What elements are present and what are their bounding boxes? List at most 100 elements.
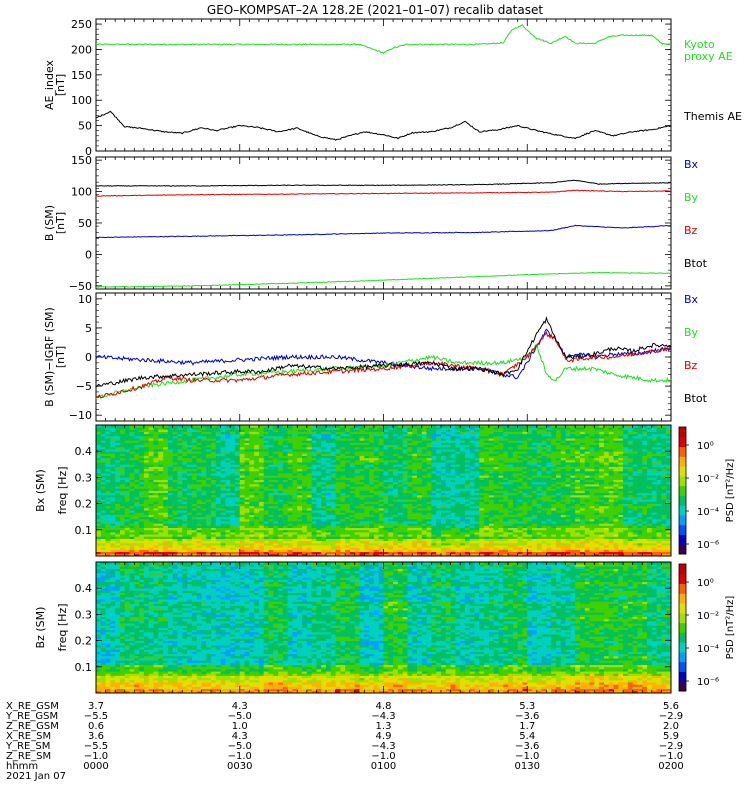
spectrogram-cell	[215, 551, 221, 555]
spectrogram-cell	[244, 523, 250, 526]
spectrogram-cell	[206, 531, 212, 535]
spectrogram-cell	[139, 446, 145, 450]
spectrogram-cell	[100, 507, 106, 511]
spectrogram-cell	[196, 453, 202, 456]
spectrogram-cell	[187, 490, 193, 494]
spectrogram-cell	[234, 427, 241, 430]
spectrogram-cell	[119, 483, 126, 487]
spectrogram-cell	[234, 481, 241, 485]
spectrogram-cell	[187, 442, 193, 446]
spectrogram-cell	[124, 540, 130, 544]
spectrogram-cell	[167, 514, 174, 518]
spectrogram-cell	[119, 466, 126, 470]
spectrogram-cell	[244, 531, 250, 535]
spectrogram-cell	[139, 497, 145, 500]
spectrogram-cell	[201, 453, 207, 456]
spectrogram-cell	[119, 449, 126, 452]
y-tick-label: 5	[85, 322, 92, 335]
spectrogram-cell	[191, 468, 198, 472]
spectrogram-cell	[191, 492, 198, 496]
spectrogram-cell	[129, 525, 135, 529]
spectrogram-cell	[187, 542, 193, 546]
spectrogram-cell	[100, 549, 106, 553]
spectrogram-cell	[225, 547, 231, 550]
legend-label: Btot	[684, 257, 708, 270]
spectrogram-cell	[234, 455, 241, 459]
spectrogram-cell	[239, 490, 245, 494]
spectrogram-cell	[182, 553, 188, 557]
spectrogram-cell	[119, 451, 126, 454]
spectrogram-cell	[139, 490, 145, 494]
spectrogram-cell	[211, 468, 217, 472]
spectrogram-cell	[206, 521, 212, 524]
spectrogram-cell	[182, 477, 188, 480]
spectrogram-cell	[206, 490, 212, 494]
spectrogram-cell	[172, 490, 178, 494]
spectrogram-cell	[139, 512, 145, 515]
spectrogram-cell	[143, 497, 150, 500]
spectrogram-cell	[220, 529, 226, 533]
series-line-bx	[95, 328, 672, 380]
spectrogram-cell	[187, 536, 193, 539]
spectrogram-cell	[100, 523, 106, 526]
spectrogram-cell	[234, 453, 241, 456]
spectrogram-cell	[100, 483, 106, 487]
spectrogram-cell	[105, 468, 111, 472]
spectrogram-cell	[215, 438, 221, 441]
spectrogram-cell	[143, 486, 150, 489]
spectrogram-cell	[129, 429, 135, 432]
spectrogram-cell	[244, 499, 250, 502]
spectrogram-cell	[163, 514, 169, 518]
spectrogram-cell	[163, 468, 169, 472]
spectrogram-cell	[163, 503, 169, 507]
spectrogram-cell	[230, 455, 236, 459]
spectrogram-cell	[105, 477, 111, 480]
spectrogram-cell	[158, 473, 164, 476]
spectrogram-cell	[153, 534, 159, 537]
spectrogram-cell	[167, 453, 174, 456]
spectrogram-cell	[230, 512, 236, 515]
spectrogram-cell	[196, 477, 202, 480]
spectrogram-cell	[187, 459, 193, 463]
spectrogram-cell	[134, 540, 140, 544]
spectrogram-cell	[206, 540, 212, 544]
spectrogram-cell	[177, 459, 183, 463]
spectrogram-cell	[100, 444, 106, 448]
spectrogram-cell	[139, 488, 145, 491]
spectrogram-cell	[196, 505, 202, 509]
spectrogram-cell	[234, 514, 241, 518]
spectrogram-cell	[201, 521, 207, 524]
spectrogram-cell	[239, 470, 245, 474]
spectrogram-cell	[115, 477, 121, 480]
spectrogram-cell	[158, 536, 164, 539]
spectrogram-cell	[143, 547, 150, 550]
spectrogram-cell	[211, 427, 217, 430]
spectrogram-cell	[163, 551, 169, 555]
spectrogram-cell	[105, 483, 111, 487]
spectrogram-cell	[119, 470, 126, 474]
spectrogram-cell	[211, 510, 217, 513]
spectrogram-cell	[163, 457, 169, 461]
spectrogram-cell	[143, 481, 150, 485]
spectrogram-cell	[119, 453, 126, 456]
spectrogram-cell	[244, 470, 250, 474]
spectrogram-cell	[96, 453, 102, 456]
spectrogram-cell	[115, 468, 121, 472]
spectrogram-cell	[163, 425, 169, 428]
spectrogram-cell	[239, 457, 245, 461]
spectrogram-cell	[163, 435, 169, 439]
spectrogram-cell	[172, 444, 178, 448]
spectrogram-cell	[110, 444, 116, 448]
spectrogram-cell	[163, 516, 169, 520]
spectrogram-cell	[187, 547, 193, 550]
spectrogram-cell	[139, 501, 145, 504]
spectrogram-cell	[115, 503, 121, 507]
spectrogram-cell	[105, 431, 111, 435]
spectrogram-cell	[129, 490, 135, 494]
spectrogram-cell	[115, 455, 121, 459]
spectrogram-cell	[167, 483, 174, 487]
spectrogram-cell	[234, 516, 241, 520]
spectrogram-cell	[225, 518, 231, 522]
spectrogram-cell	[143, 499, 150, 502]
spectrogram-cell	[230, 518, 236, 522]
